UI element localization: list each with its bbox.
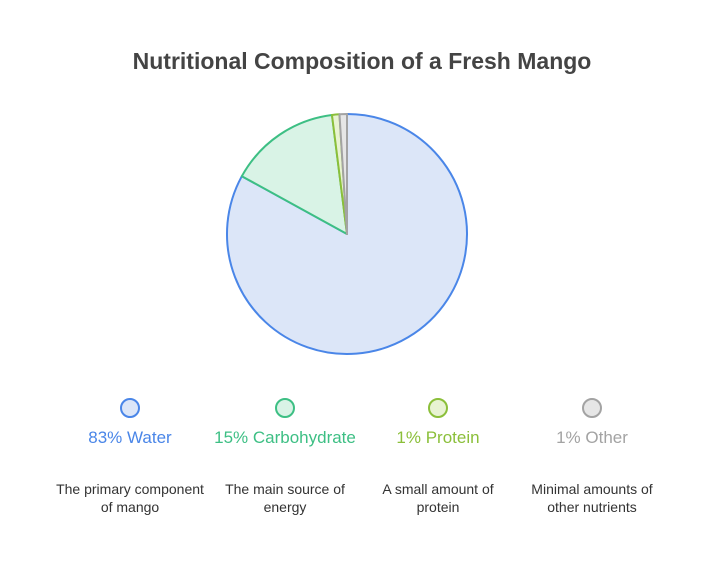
legend-marker: [428, 398, 448, 418]
pie-slice: [338, 113, 348, 235]
legend-marker: [120, 398, 140, 418]
chart-title: Nutritional Composition of a Fresh Mango: [132, 48, 592, 74]
legend-label: 1% Protein: [396, 428, 480, 447]
legend-description: Minimal amounts of other nutrients: [531, 481, 653, 515]
legend-description: The main source of energy: [225, 481, 345, 515]
legend-marker: [582, 398, 602, 418]
pie-slice: [240, 113, 348, 235]
legend-label: 15% Carbohydrate: [214, 428, 356, 447]
legend-description: A small amount of protein: [382, 481, 494, 515]
legend-label: 1% Other: [556, 428, 628, 447]
legend-description: The primary component of mango: [56, 481, 204, 515]
legend-label: 83% Water: [88, 428, 172, 447]
legend-marker: [275, 398, 295, 418]
